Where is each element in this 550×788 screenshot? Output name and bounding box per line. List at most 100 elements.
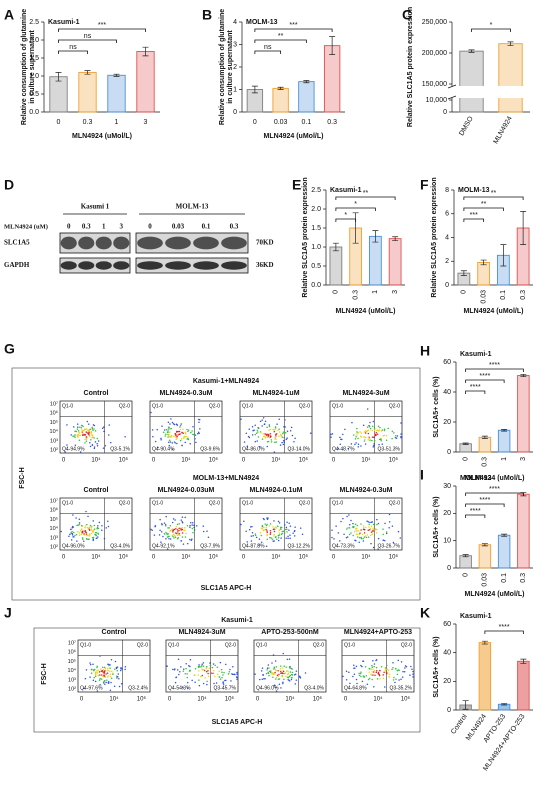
event-dot xyxy=(251,434,254,436)
event-dot xyxy=(353,664,355,667)
x-tick-label: 10⁶ xyxy=(389,457,399,464)
y-tick-label: 10⁷ xyxy=(50,497,58,504)
event-dot xyxy=(182,543,185,545)
error-bar xyxy=(142,46,149,57)
event-dot xyxy=(91,444,94,446)
significance-label: **** xyxy=(489,486,500,493)
event-dot xyxy=(294,526,296,528)
event-dot xyxy=(273,684,275,687)
break-mark xyxy=(447,84,457,89)
event-dot xyxy=(369,528,372,530)
event-dot xyxy=(91,427,94,430)
event-dot xyxy=(342,517,344,520)
event-dot xyxy=(274,660,277,662)
event-dot xyxy=(255,432,258,435)
event-dot xyxy=(248,528,251,531)
significance-label: **** xyxy=(470,384,481,391)
quadrant-label: Q3-4.0% xyxy=(304,685,324,691)
event-dot xyxy=(388,676,390,678)
event-dot xyxy=(340,520,342,523)
quadrant-label: Q3-45.7% xyxy=(213,685,236,691)
event-dot xyxy=(368,677,371,680)
event-dot xyxy=(194,674,196,676)
event-dot xyxy=(291,676,293,679)
event-dot xyxy=(92,531,94,533)
event-dot xyxy=(160,541,162,543)
event-dot xyxy=(85,428,87,430)
event-dot xyxy=(174,668,176,670)
x-tick-label: 1 xyxy=(115,119,119,126)
panel-letter: I xyxy=(420,467,424,483)
event-dot xyxy=(178,527,180,529)
event-dot xyxy=(268,670,271,673)
event-dot xyxy=(368,526,370,528)
event-dot xyxy=(120,682,123,685)
event-dot xyxy=(182,432,185,435)
event-dot xyxy=(347,447,349,450)
event-dot xyxy=(72,435,74,437)
error-bar xyxy=(329,36,336,55)
event-dot xyxy=(87,433,90,435)
event-dot xyxy=(160,437,162,440)
event-dot xyxy=(412,673,414,675)
event-dot xyxy=(294,437,296,440)
event-dot xyxy=(283,672,285,675)
event-dot xyxy=(196,432,199,435)
event-dot xyxy=(382,677,385,680)
event-dot xyxy=(184,441,186,444)
x-tick-label: 10⁴ xyxy=(91,554,101,561)
significance-bracket xyxy=(254,39,307,43)
significance-bracket xyxy=(335,218,357,222)
event-dot xyxy=(72,536,74,538)
event-dot xyxy=(85,533,88,535)
event-dot xyxy=(90,434,92,436)
error-bar xyxy=(520,658,527,664)
plot-title: MLN4924-0.03uM xyxy=(158,487,215,494)
event-dot xyxy=(169,524,172,527)
significance-label: ** xyxy=(491,190,497,197)
event-dot xyxy=(400,433,402,435)
event-dot xyxy=(277,678,280,680)
event-dot xyxy=(375,671,378,674)
event-dot xyxy=(274,671,276,674)
event-dot xyxy=(77,431,80,433)
quadrant-label: Q1-0 xyxy=(242,403,253,409)
event-dot xyxy=(106,679,108,681)
event-dot xyxy=(385,439,388,441)
event-dot xyxy=(181,431,183,434)
event-dot xyxy=(85,510,87,513)
event-dot xyxy=(109,667,111,669)
event-dot xyxy=(287,676,290,679)
event-dot xyxy=(382,528,384,530)
quadrant-label: Q4-96.0% xyxy=(62,543,85,549)
event-dot xyxy=(283,436,285,439)
y-tick-label: 20 xyxy=(443,678,451,685)
event-dot xyxy=(378,674,381,677)
event-dot xyxy=(377,537,380,540)
event-dot xyxy=(179,424,182,427)
event-dot xyxy=(348,514,350,516)
event-dot xyxy=(271,662,273,664)
event-dot xyxy=(294,683,297,685)
x-axis-label: MLN4924 (uMol/L) xyxy=(264,133,324,140)
event-dot xyxy=(174,442,176,444)
event-dot xyxy=(246,541,248,543)
event-dot xyxy=(84,534,86,536)
event-dot xyxy=(373,443,375,445)
event-dot xyxy=(261,524,264,527)
event-dot xyxy=(279,665,282,667)
event-dot xyxy=(214,675,216,678)
event-dot xyxy=(91,668,93,671)
event-dot xyxy=(374,674,376,676)
event-dot xyxy=(107,525,110,528)
event-dot xyxy=(96,537,98,540)
event-dot xyxy=(273,540,275,542)
event-dot xyxy=(270,670,272,672)
quadrant-label: Q4-97.6% xyxy=(80,685,103,691)
event-dot xyxy=(208,667,211,669)
quadrant-label: Q1-0 xyxy=(168,642,179,648)
event-dot xyxy=(163,522,166,524)
event-dot xyxy=(282,670,285,673)
event-dot xyxy=(280,537,282,539)
quadrant-label: Q2-0 xyxy=(209,500,220,506)
